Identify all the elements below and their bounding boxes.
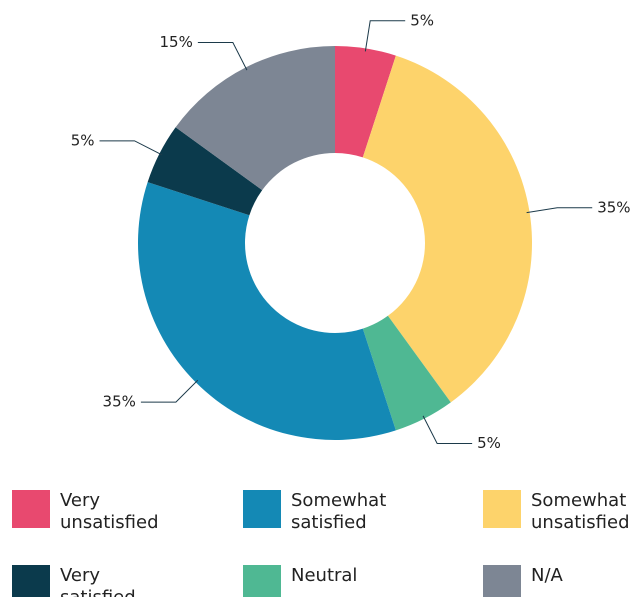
data-label: 35% [597,198,630,216]
legend-item: Very satisfied [12,565,172,597]
donut-slice [175,46,335,191]
donut-slice [362,315,451,431]
donut-slice [138,182,396,440]
donut-slice [362,55,532,403]
legend-swatch [483,490,521,528]
legend-swatch [243,490,281,528]
leader-line [526,207,593,214]
leader-line [364,20,406,52]
leader-line [99,140,163,156]
legend-item: Neutral [243,565,403,597]
legend-label: Somewhat satisfied [291,490,387,533]
legend-item: Very unsatisfied [12,490,172,534]
legend-item: N/A [483,565,643,597]
legend-item: Somewhat unsatisfied [483,490,643,534]
data-label: 5% [71,131,95,149]
chart: 5% 35% 5% 35% 5% 15% [71,11,631,452]
leader-line [197,42,248,71]
data-label: 5% [410,11,434,29]
legend-item: Somewhat satisfied [243,490,403,534]
legend-swatch [243,565,281,597]
leader-line [422,415,473,444]
leader-line [140,379,199,403]
legend-label: Somewhat unsatisfied [531,490,630,533]
legend-label: Very unsatisfied [60,490,159,533]
data-label: 5% [477,434,501,452]
donut-slice [335,46,396,158]
legend-swatch [12,490,50,528]
legend-swatch [12,565,50,597]
legend-label: N/A [531,565,563,586]
data-label: 35% [103,393,136,411]
legend-label: Neutral [291,565,358,586]
data-label: 15% [160,33,193,51]
legend-label: Very satisfied [60,565,136,597]
legend-swatch [483,565,521,597]
donut-slice [147,127,263,216]
